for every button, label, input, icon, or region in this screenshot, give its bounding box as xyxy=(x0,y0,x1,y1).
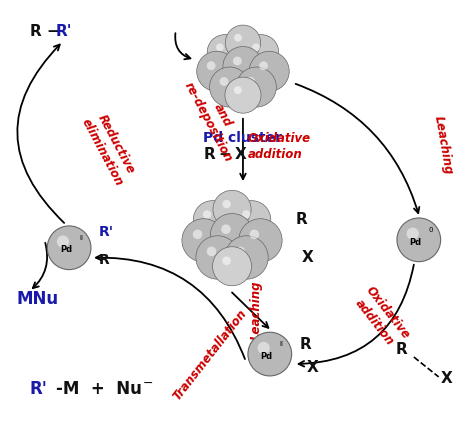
Circle shape xyxy=(196,236,239,279)
Circle shape xyxy=(236,67,276,107)
Circle shape xyxy=(225,236,268,279)
Circle shape xyxy=(250,229,259,239)
Circle shape xyxy=(407,228,419,240)
Circle shape xyxy=(222,257,231,265)
Text: −: − xyxy=(143,377,153,391)
Circle shape xyxy=(193,201,231,239)
Text: Pd cluster: Pd cluster xyxy=(203,131,283,145)
Text: R: R xyxy=(396,342,408,357)
Circle shape xyxy=(234,86,242,94)
Circle shape xyxy=(213,190,251,229)
Circle shape xyxy=(219,77,228,86)
Circle shape xyxy=(234,34,242,42)
Circle shape xyxy=(242,210,251,219)
Text: R: R xyxy=(29,24,41,39)
Circle shape xyxy=(221,224,231,234)
Text: II: II xyxy=(280,341,284,347)
Text: −: − xyxy=(219,147,231,162)
Circle shape xyxy=(57,235,69,248)
Text: Oxidative
addition: Oxidative addition xyxy=(350,284,412,351)
Circle shape xyxy=(212,247,252,286)
Circle shape xyxy=(207,247,216,256)
Circle shape xyxy=(257,342,270,354)
Text: X: X xyxy=(235,147,247,162)
Circle shape xyxy=(182,219,225,262)
Circle shape xyxy=(246,77,255,86)
Text: MNu: MNu xyxy=(17,290,59,308)
Text: Pd: Pd xyxy=(60,245,72,254)
Circle shape xyxy=(216,43,224,51)
Circle shape xyxy=(210,214,254,257)
Text: X: X xyxy=(301,250,313,265)
Text: R: R xyxy=(300,337,311,351)
Circle shape xyxy=(252,43,260,51)
Text: and
re-deposition: and re-deposition xyxy=(182,73,249,165)
Text: Leaching: Leaching xyxy=(250,281,263,340)
Text: −: − xyxy=(46,24,59,39)
Text: Oxidative
addition: Oxidative addition xyxy=(248,132,311,161)
Circle shape xyxy=(239,219,282,262)
Circle shape xyxy=(222,200,231,208)
Text: R: R xyxy=(203,147,215,162)
Circle shape xyxy=(207,35,243,70)
Circle shape xyxy=(225,25,261,60)
Text: R: R xyxy=(99,253,109,267)
Text: Transmetallation: Transmetallation xyxy=(171,307,250,403)
Circle shape xyxy=(236,247,245,256)
Text: R: R xyxy=(296,212,307,227)
Text: Reductive
elimination: Reductive elimination xyxy=(79,109,139,188)
Text: Pd: Pd xyxy=(410,237,421,246)
Circle shape xyxy=(233,56,242,65)
Circle shape xyxy=(244,35,279,70)
Circle shape xyxy=(249,51,289,91)
Text: Leaching: Leaching xyxy=(432,115,455,176)
Text: X: X xyxy=(307,360,319,376)
Circle shape xyxy=(210,67,250,107)
Circle shape xyxy=(197,51,237,91)
Circle shape xyxy=(259,61,268,70)
Text: 0: 0 xyxy=(428,227,433,233)
Circle shape xyxy=(207,61,216,70)
Circle shape xyxy=(248,332,292,376)
Circle shape xyxy=(233,201,271,239)
Circle shape xyxy=(47,226,91,270)
Circle shape xyxy=(203,210,211,219)
Circle shape xyxy=(397,218,441,262)
Text: Pd: Pd xyxy=(260,352,273,361)
Circle shape xyxy=(225,77,261,113)
Circle shape xyxy=(193,229,202,239)
Text: II: II xyxy=(79,235,83,241)
Circle shape xyxy=(223,47,263,86)
Text: X: X xyxy=(441,371,452,386)
Text: R': R' xyxy=(29,380,47,398)
Text: R': R' xyxy=(55,24,72,39)
Text: -M  +  Nu: -M + Nu xyxy=(56,380,142,398)
Text: R': R' xyxy=(99,225,114,239)
